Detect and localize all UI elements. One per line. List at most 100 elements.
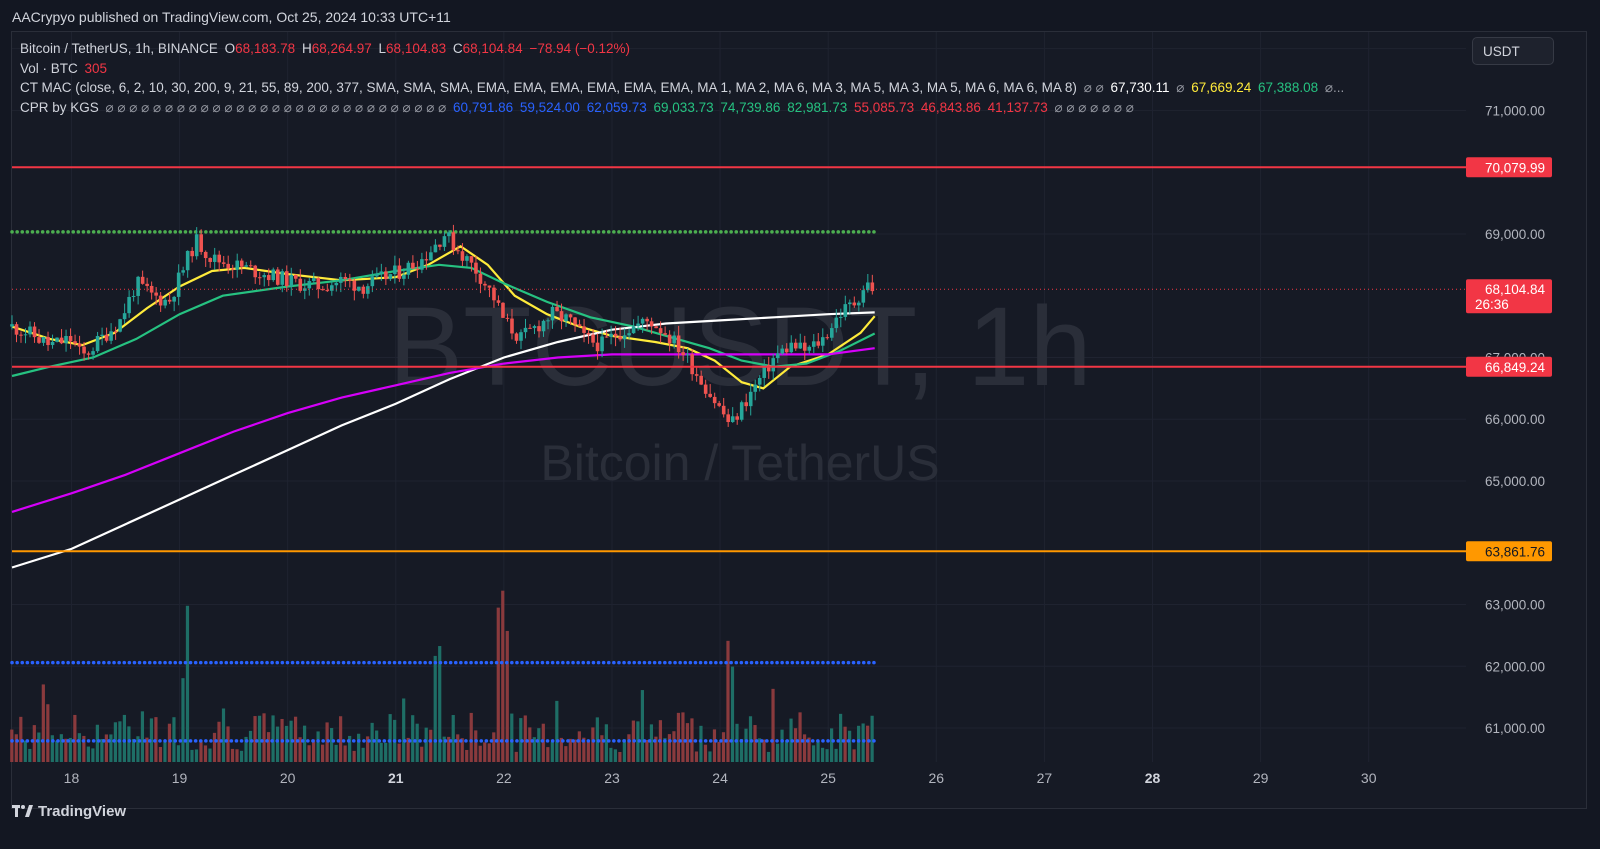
volume-bar [415,723,419,762]
candle-body [627,333,631,336]
volume-bar [829,728,834,762]
ctmac-tail: ⌀... [1324,80,1345,95]
volume-bar [739,738,744,762]
price-tag-label: 63,861.76 [1485,544,1545,559]
volume-bar [230,748,235,762]
price-tag-label: 68,104.84 [1485,282,1546,297]
candle-body [280,271,285,285]
candle-body [127,296,131,314]
volume-bar [406,737,410,762]
chart-panel[interactable] [11,31,1587,809]
cpr-green-1: 69,033.73 [653,100,714,115]
published-header: AACrypyo published on TradingView.com, O… [12,9,451,25]
candle-body [118,319,122,332]
candle-body [568,314,573,318]
volume-bar [730,666,735,762]
candle-body [248,265,253,267]
volume-bar [86,746,90,762]
cpr-label[interactable]: CPR by KGS [20,100,99,115]
volume-bar [307,745,311,762]
close-value: 68,104.84 [462,41,523,56]
volume-bar [402,698,406,762]
x-axis-tick-label: 24 [712,770,728,786]
y-axis-tick-label: 61,000.00 [1485,721,1545,736]
volume-bar [244,736,248,762]
volume-bar [820,747,825,762]
candle-body [694,374,699,376]
ctmac-null-b: ⌀ [1176,80,1185,95]
x-axis-tick-label: 28 [1145,770,1161,786]
y-axis-tick-label: 65,000.00 [1485,474,1545,489]
candle-body [577,324,582,327]
candle-body [712,396,717,404]
volume-bar [361,747,365,762]
volume-bar [744,728,748,762]
candle-body [136,276,140,296]
candle-body [14,324,19,335]
y-axis-tick-label: 63,000.00 [1485,598,1545,613]
candle-body [397,265,402,279]
candle-body [10,324,14,327]
candle-body [402,274,406,279]
candle-body [50,341,55,346]
candle-body [582,326,586,333]
x-axis-tick-label: 27 [1037,770,1053,786]
candle-body [77,343,82,347]
candle-body [320,289,325,291]
candle-body [685,354,690,356]
candle-body [406,262,411,275]
cpr-tail: ⌀ ⌀ ⌀ ⌀ ⌀ ⌀ ⌀ [1054,100,1134,115]
symbol-label[interactable]: Bitcoin / TetherUS, 1h, BINANCE [20,41,218,56]
candle-body [68,335,73,342]
volume-bar [199,740,203,762]
volume-bar [298,737,302,762]
candle-body [208,258,212,262]
cpr-green-2: 74,739.86 [720,100,781,115]
currency-button[interactable]: USDT [1472,37,1554,65]
volume-bar [330,728,334,762]
candle-body [753,384,758,392]
volume-bar [676,712,681,762]
volume-bar [609,747,613,762]
ma-line [11,311,875,569]
volume-bar [649,724,654,762]
volume-bar [645,739,649,762]
cpr-red-1: 55,085.73 [854,100,915,115]
volume-bar [807,737,811,762]
volume-bar [442,736,446,762]
volume-bar [172,717,176,762]
volume-bar [73,714,77,762]
volume-bar [104,734,108,762]
candle-body [73,341,77,344]
volume-bar [469,712,473,762]
candle-body [816,341,821,346]
candle-body [212,254,217,262]
open-value: 68,183.78 [235,41,296,56]
candle-body [699,375,703,385]
volume-bar [451,715,455,762]
candle-body [131,295,136,297]
candle-body [100,334,104,337]
candle-body [140,276,145,284]
volume-bar [302,725,307,762]
candle-body [501,302,505,318]
candle-body [654,326,658,329]
cpr-green-3: 82,981.73 [787,100,848,115]
tradingview-brand[interactable]: TradingView [12,803,126,820]
volume-label[interactable]: Vol · BTC [20,61,78,76]
candle-body [86,353,91,355]
volume-bar [848,730,852,762]
candle-body [829,328,834,338]
ctmac-label[interactable]: CT MAC (close, 6, 2, 10, 30, 200, 9, 21,… [20,80,1077,95]
candle-body [194,234,199,257]
volume-bar [474,730,478,762]
candle-body [744,402,749,407]
candle-body [613,333,618,337]
volume-bar [239,750,244,762]
footer-brand-text: TradingView [38,803,127,820]
candle-body [447,232,451,237]
volume-bar [100,739,104,762]
candle-body [681,352,685,355]
volume-bar [564,746,568,762]
